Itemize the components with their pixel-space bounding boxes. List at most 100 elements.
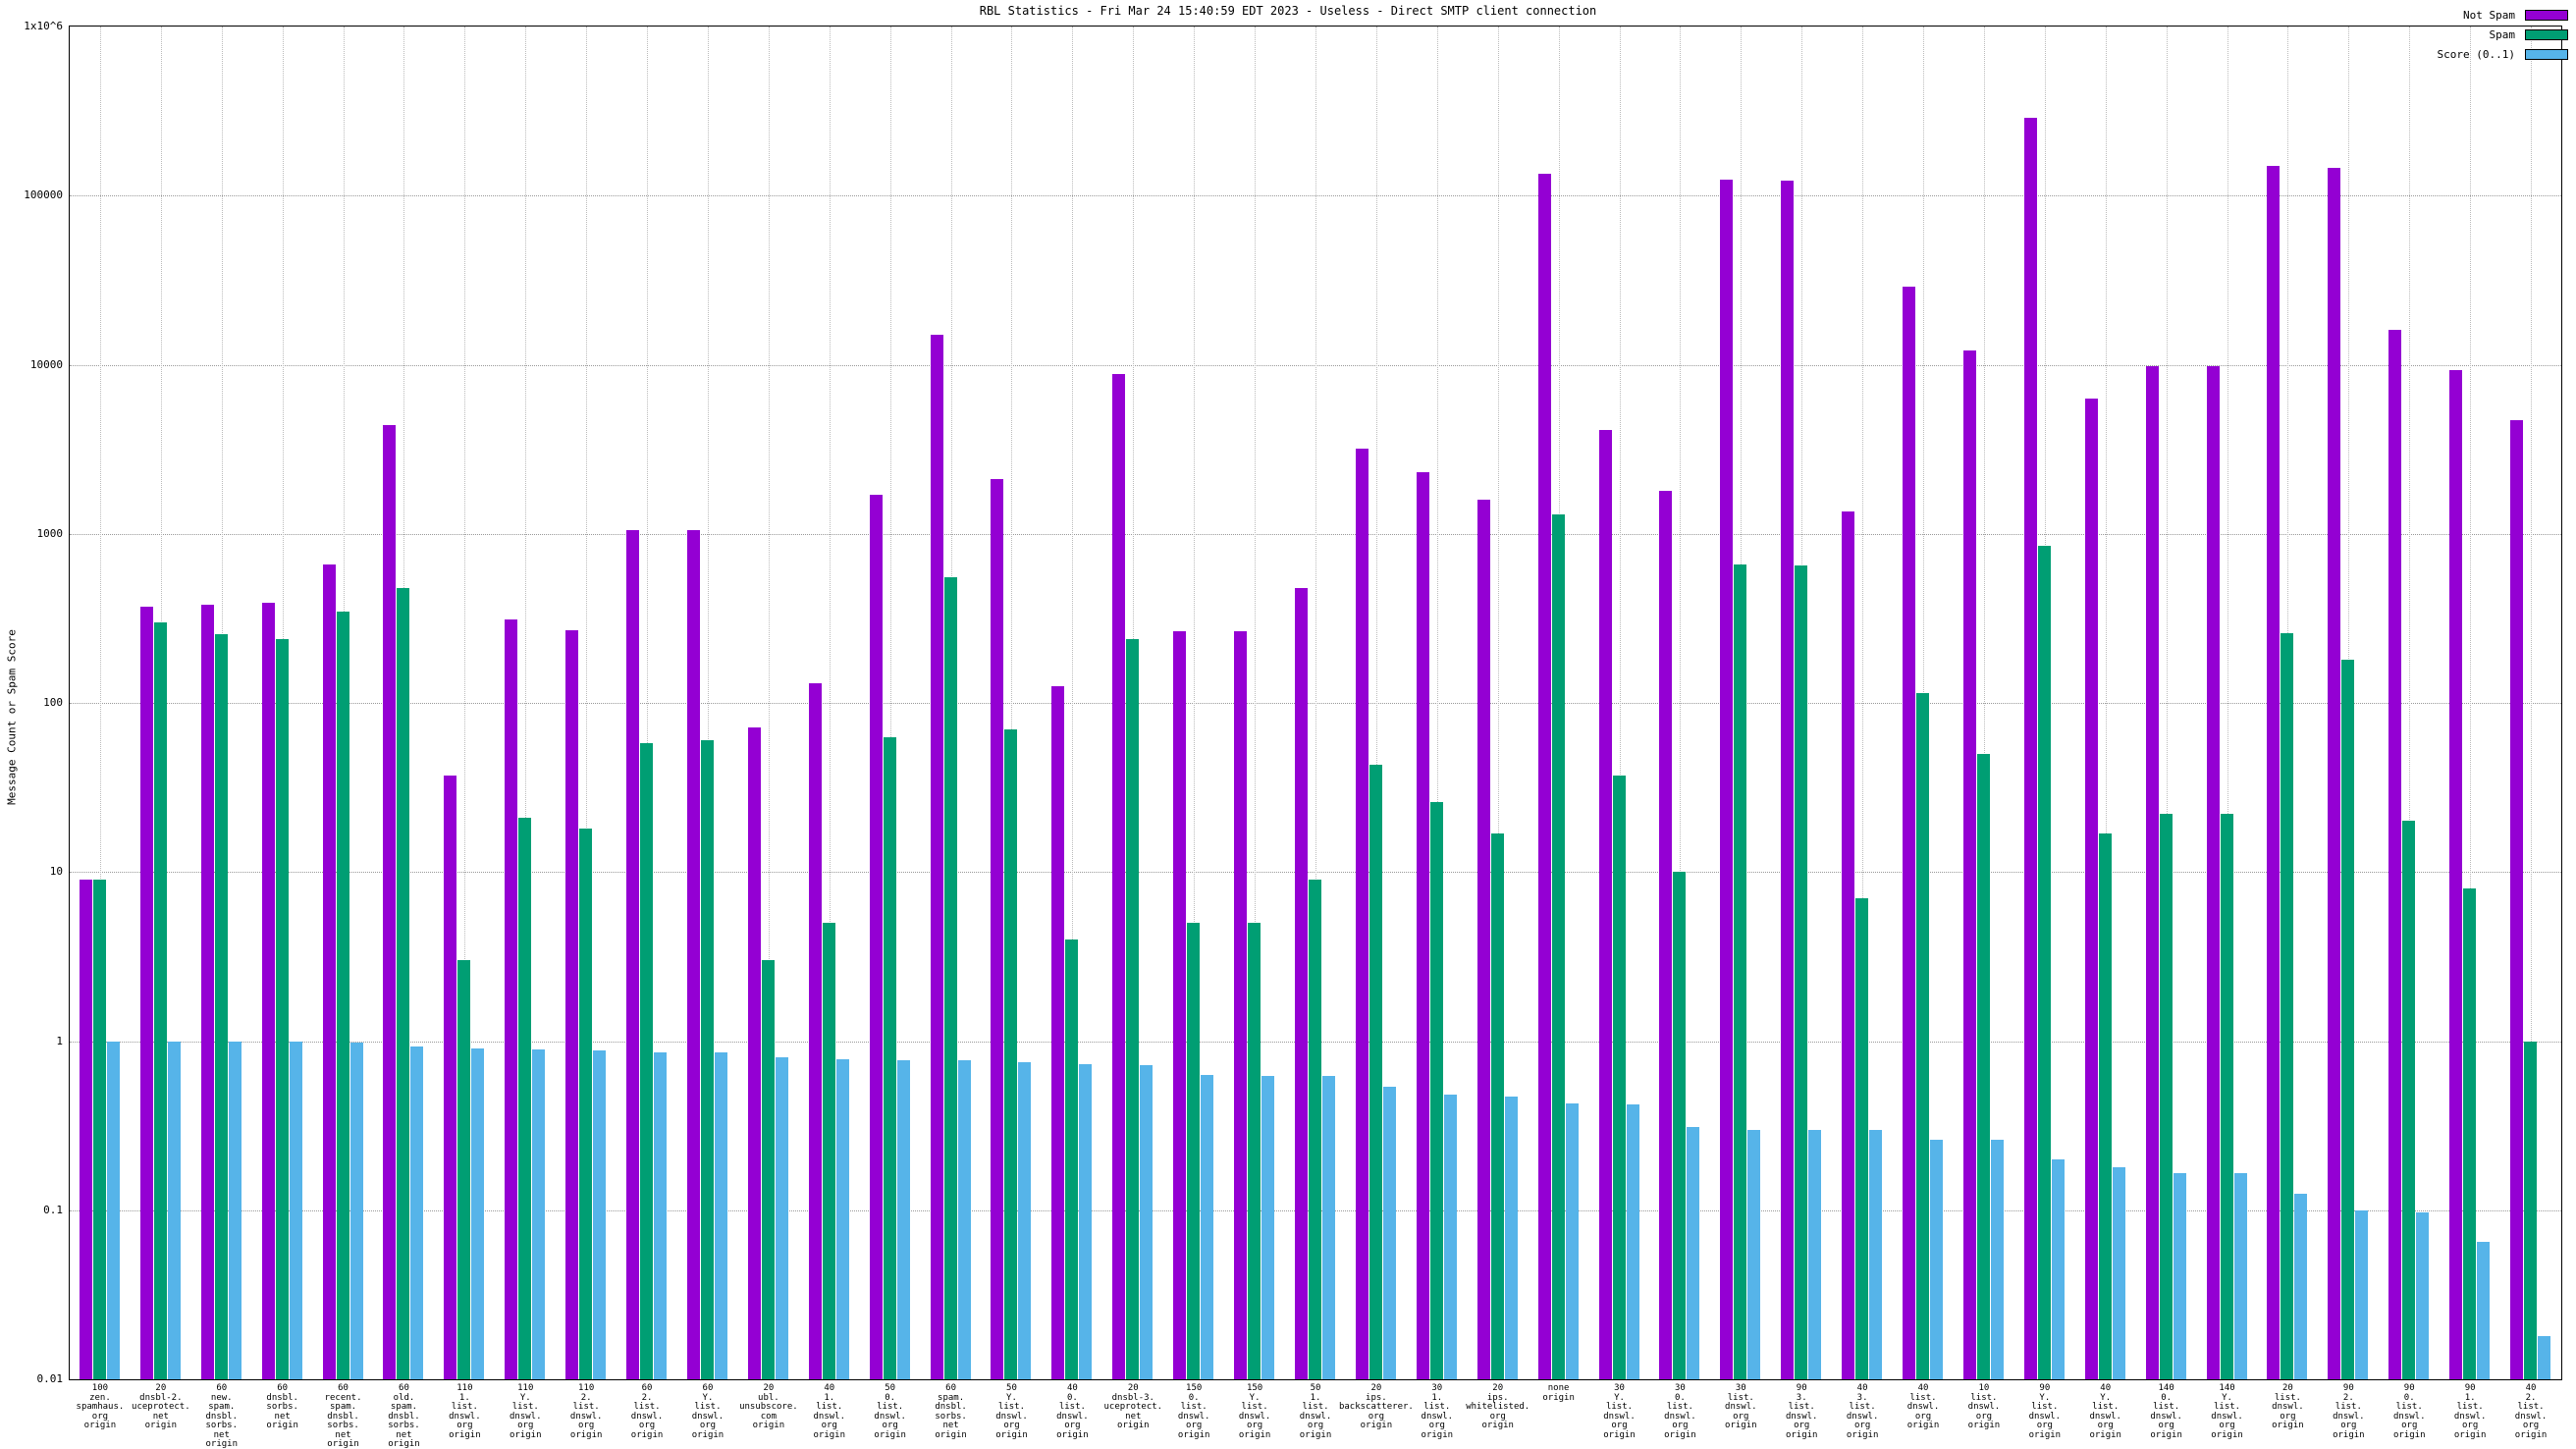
bar-not-spam [1537, 173, 1551, 1379]
v-gridline [1011, 27, 1013, 1379]
bar-score-0-1- [1808, 1129, 1822, 1379]
legend: Not Spam Spam Score (0..1) [2438, 5, 2568, 64]
bar-spam [2341, 660, 2355, 1379]
x-tick-label: 20 dnsbl-3. uceprotect. net origin [1103, 1383, 1163, 1430]
v-gridline [1255, 27, 1257, 1379]
bar-score-0-1- [593, 1050, 607, 1379]
bar-not-spam [1842, 511, 1855, 1379]
bar-score-0-1- [2233, 1173, 2247, 1379]
bar-score-0-1- [775, 1057, 788, 1379]
x-tick-label: 50 1. list. dnswl. org origin [1299, 1383, 1332, 1440]
bar-score-0-1- [1869, 1129, 1883, 1379]
bar-not-spam [747, 726, 761, 1379]
bar-not-spam [626, 530, 640, 1379]
x-tick-label: 30 1. list. dnswl. org origin [1421, 1383, 1454, 1440]
bar-not-spam [79, 880, 92, 1379]
x-tick-label: 90 0. list. dnswl. org origin [2392, 1383, 2426, 1440]
legend-label: Score (0..1) [2437, 47, 2515, 61]
bar-not-spam [2328, 168, 2341, 1379]
bar-spam [2281, 632, 2294, 1379]
y-axis-label: Message Count or Spam Score [5, 629, 19, 805]
bar-score-0-1- [1322, 1076, 1335, 1379]
bar-score-0-1- [1626, 1104, 1639, 1379]
bar-score-0-1- [471, 1048, 485, 1379]
x-tick-label: 60 dnsbl. sorbs. net origin [266, 1383, 298, 1430]
bar-spam [1248, 923, 1261, 1379]
legend-label: Spam [2489, 27, 2516, 41]
x-tick-label: 150 0. list. dnswl. org origin [1177, 1383, 1210, 1440]
v-gridline [1497, 27, 1499, 1379]
bar-spam [1551, 514, 1565, 1379]
y-tick-label: 1x10^6 [24, 20, 63, 32]
x-tick-label: 110 2. list. dnswl. org origin [569, 1383, 603, 1440]
v-gridline [1194, 27, 1196, 1379]
bar-score-0-1- [957, 1060, 971, 1379]
y-tick-label: 1000 [36, 526, 64, 540]
bar-not-spam [1962, 349, 1976, 1379]
bar-spam [883, 736, 896, 1379]
v-gridline [2409, 27, 2411, 1379]
y-tick-label: 1 [56, 1034, 63, 1047]
bar-score-0-1- [289, 1042, 302, 1379]
bar-spam [153, 621, 167, 1379]
bar-score-0-1- [1201, 1075, 1214, 1379]
bar-not-spam [869, 495, 883, 1379]
bar-not-spam [1903, 286, 1916, 1379]
x-tick-label: 110 1. list. dnswl. org origin [449, 1383, 481, 1440]
bar-spam [1976, 753, 1990, 1379]
bar-not-spam [2449, 369, 2463, 1379]
bar-spam [1429, 801, 1443, 1379]
v-gridline [707, 27, 709, 1379]
bar-not-spam [2510, 419, 2524, 1379]
v-gridline [829, 27, 831, 1379]
bar-not-spam [261, 603, 275, 1379]
v-gridline [525, 27, 527, 1379]
bar-score-0-1- [2538, 1336, 2551, 1379]
bar-not-spam [383, 424, 397, 1379]
bar-spam [1612, 776, 1626, 1379]
bar-not-spam [1051, 686, 1065, 1379]
bar-spam [1065, 939, 1079, 1379]
bar-score-0-1- [1140, 1065, 1154, 1379]
x-tick-label: 60 spam. dnsbl. sorbs. net origin [935, 1383, 967, 1440]
bar-spam [2524, 1041, 2538, 1379]
bar-not-spam [139, 606, 153, 1379]
v-gridline [1680, 27, 1682, 1379]
x-tick-label: 140 0. list. dnswl. org origin [2150, 1383, 2182, 1440]
bar-score-0-1- [532, 1049, 546, 1379]
legend-row: Spam [2438, 25, 2568, 44]
x-tick-label: 50 Y. list. dnswl. org origin [995, 1383, 1028, 1440]
bar-spam [822, 923, 835, 1379]
bar-spam [1795, 564, 1808, 1379]
x-tick-label: 140 Y. list. dnswl. org origin [2211, 1383, 2243, 1440]
bar-spam [579, 829, 593, 1379]
bar-score-0-1- [1747, 1129, 1761, 1379]
v-gridline [1375, 27, 1377, 1379]
legend-swatch [2525, 28, 2568, 40]
legend-label: Not Spam [2463, 8, 2515, 22]
bar-score-0-1- [2477, 1241, 2491, 1379]
bar-score-0-1- [349, 1043, 363, 1379]
bar-score-0-1- [2051, 1158, 2065, 1379]
x-tick-label: 60 Y. list. dnswl. org origin [691, 1383, 724, 1440]
y-tick-label: 100 [43, 696, 63, 709]
x-tick-label: 150 Y. list. dnswl. org origin [1238, 1383, 1271, 1440]
bar-not-spam [686, 530, 700, 1379]
bar-score-0-1- [2294, 1194, 2308, 1379]
bar-score-0-1- [654, 1051, 668, 1379]
bar-not-spam [2145, 366, 2159, 1379]
bar-score-0-1- [2173, 1173, 2186, 1379]
x-tick-label: 30 0. list. dnswl. org origin [1664, 1383, 1696, 1440]
bar-spam [640, 742, 654, 1379]
bar-score-0-1- [1261, 1076, 1275, 1379]
v-gridline [1619, 27, 1621, 1379]
x-tick-label: 50 0. list. dnswl. org origin [874, 1383, 906, 1440]
bar-score-0-1- [228, 1042, 242, 1379]
legend-row: Score (0..1) [2438, 44, 2568, 64]
x-tick-label: 60 old. spam. dnsbl. sorbs. net origin [388, 1383, 420, 1449]
x-tick-label: 40 0. list. dnswl. org origin [1056, 1383, 1089, 1440]
x-tick-label: 20 dnsbl-2. uceprotect. net origin [132, 1383, 190, 1430]
bar-spam [92, 880, 106, 1379]
bar-not-spam [930, 335, 943, 1379]
bar-not-spam [200, 605, 214, 1379]
